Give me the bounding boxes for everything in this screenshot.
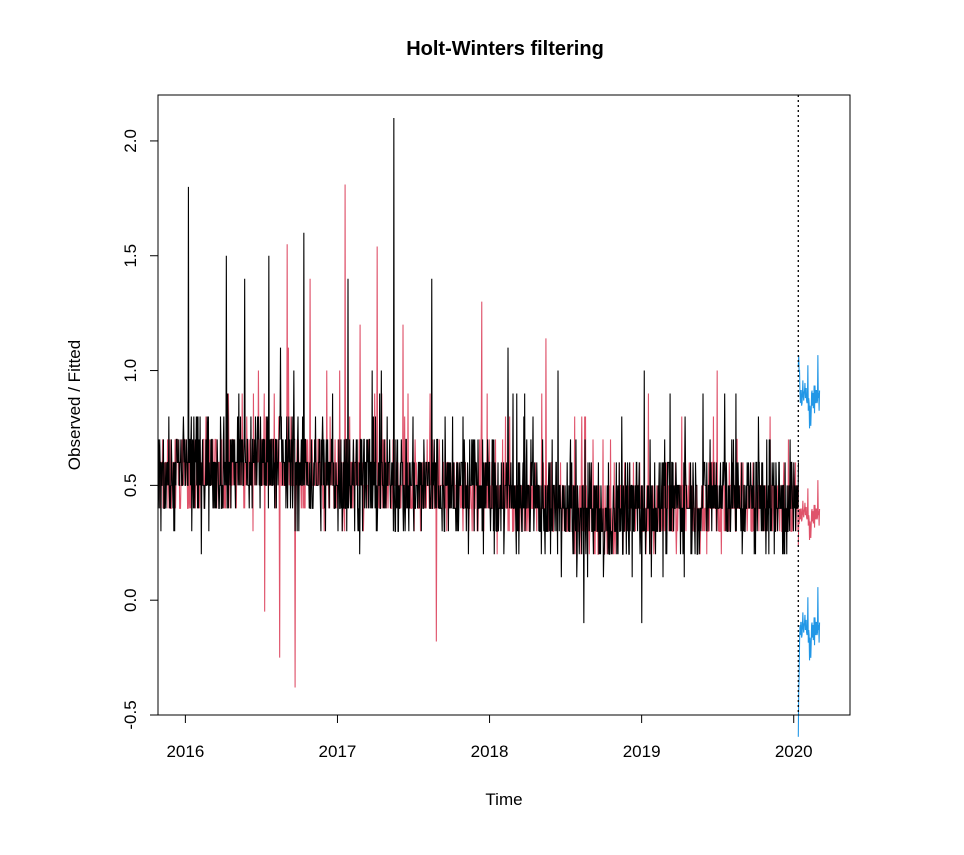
x-axis-label: Time bbox=[485, 790, 522, 809]
x-tick-label: 2019 bbox=[623, 742, 661, 761]
x-axis: 2016 2017 2018 2019 2020 bbox=[166, 714, 813, 761]
y-tick-label: -0.5 bbox=[121, 700, 140, 729]
x-tick-label: 2020 bbox=[775, 742, 813, 761]
chart-title: Holt-Winters filtering bbox=[406, 38, 604, 60]
y-tick-label: 1.5 bbox=[121, 244, 140, 268]
x-tick-label: 2018 bbox=[471, 742, 509, 761]
series-upper-bound-line bbox=[797, 355, 821, 429]
series-layer bbox=[157, 117, 821, 737]
series-forecast-line bbox=[797, 480, 821, 547]
y-axis: -0.5 0.0 0.5 1.0 1.5 2.0 bbox=[121, 129, 159, 730]
y-axis-label: Observed / Fitted bbox=[65, 340, 84, 470]
series-lower-bound-line bbox=[797, 587, 821, 737]
y-tick-label: 1.0 bbox=[121, 359, 140, 383]
y-tick-label: 0.5 bbox=[121, 474, 140, 498]
series-observed-line bbox=[157, 117, 799, 624]
x-tick-label: 2017 bbox=[319, 742, 357, 761]
x-tick-label: 2016 bbox=[166, 742, 204, 761]
plot-frame bbox=[157, 94, 851, 716]
y-tick-label: 0.0 bbox=[121, 588, 140, 612]
y-tick-label: 2.0 bbox=[121, 129, 140, 153]
